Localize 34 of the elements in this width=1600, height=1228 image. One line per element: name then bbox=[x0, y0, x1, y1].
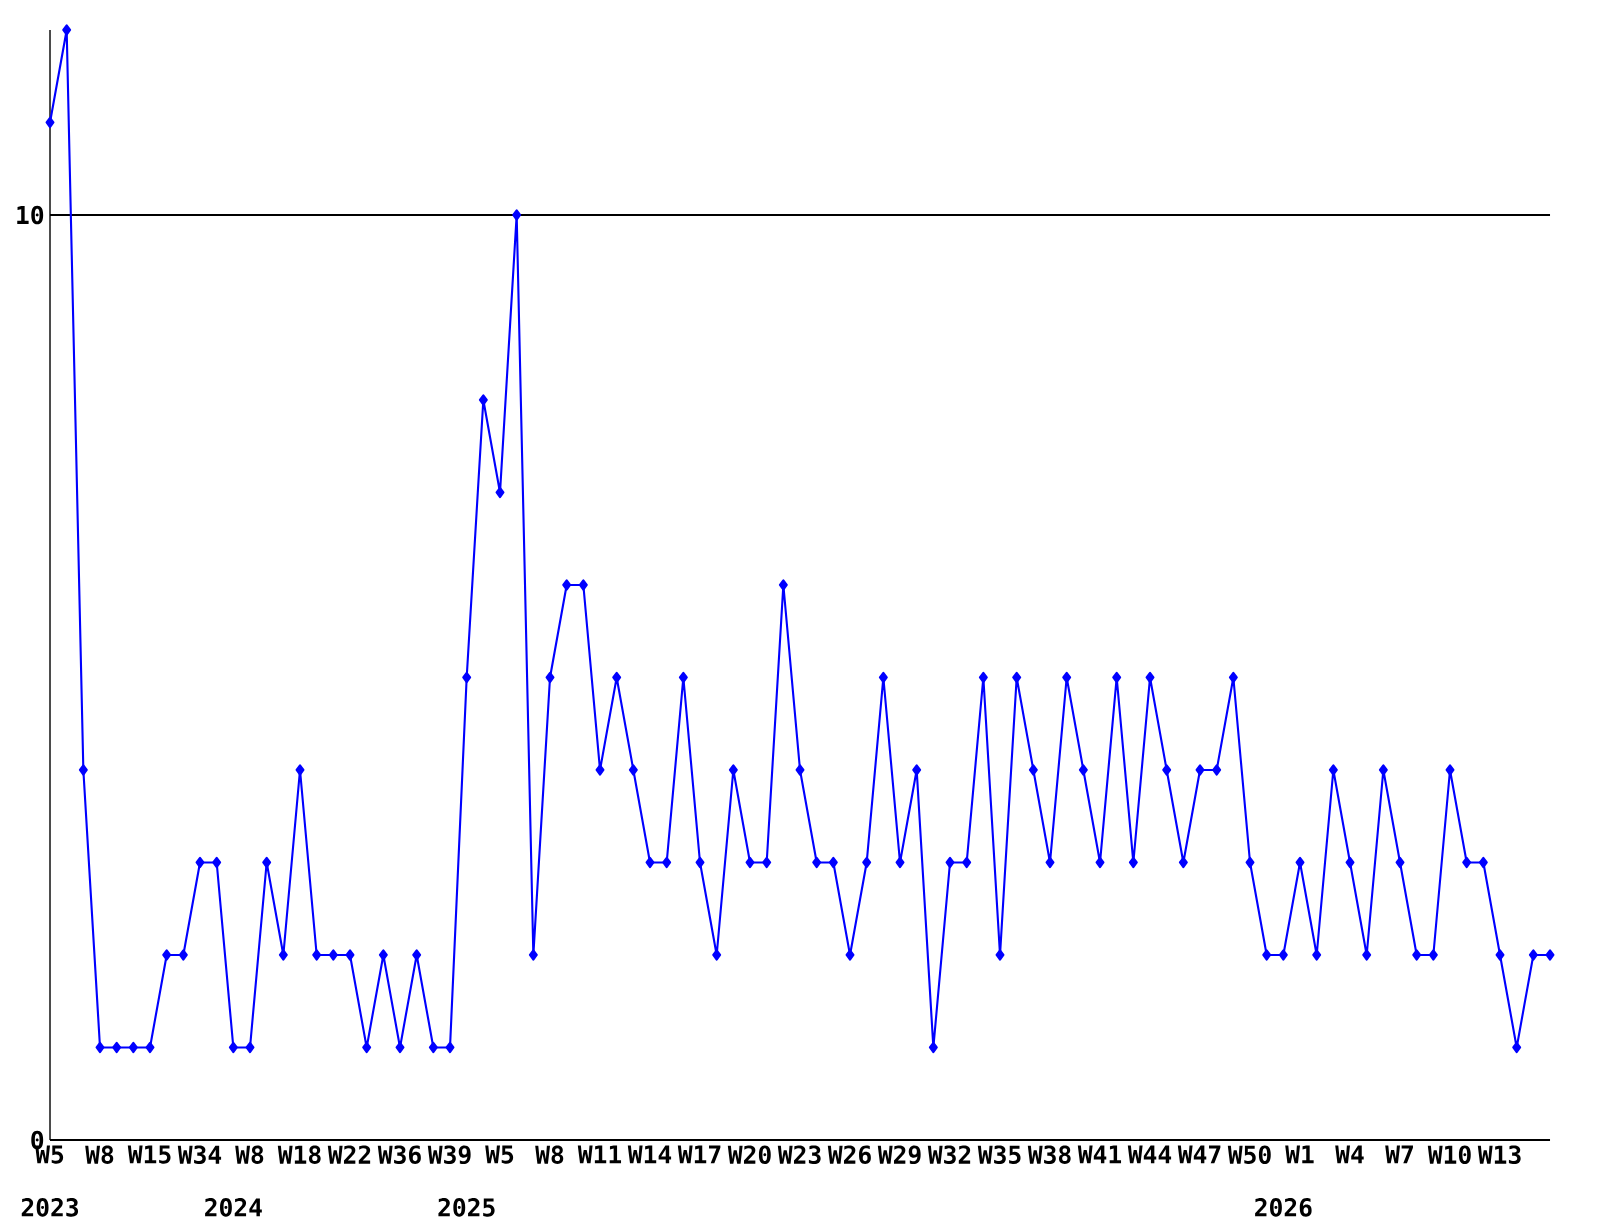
x-tick-label: W4 bbox=[1335, 1145, 1364, 1164]
x-tick-label: W50 bbox=[1227, 1145, 1271, 1164]
x-tick-label: W38 bbox=[1027, 1145, 1071, 1164]
text: 2023 bbox=[21, 1197, 79, 1217]
x-tick-label: W14 bbox=[627, 1145, 672, 1164]
x-tick-label: W26 bbox=[827, 1145, 871, 1164]
x-tick-label: W41 bbox=[1077, 1145, 1122, 1164]
x-tick-label: W17 bbox=[677, 1145, 721, 1164]
x-tick-label: W29 bbox=[877, 1145, 921, 1164]
x-tick-label: W1 bbox=[1285, 1145, 1314, 1164]
x-tick-label: W36 bbox=[377, 1145, 421, 1164]
y-tick-label: 10 bbox=[17, 205, 44, 225]
x-tick-label: W44 bbox=[1127, 1145, 1172, 1164]
x-tick-label: W10 bbox=[1427, 1145, 1471, 1164]
x-tick-label: W39 bbox=[427, 1145, 471, 1164]
x-tick-label: W34 bbox=[177, 1145, 222, 1164]
x-tick-label: W7 bbox=[1385, 1145, 1413, 1164]
text: 2024 bbox=[205, 1197, 262, 1217]
text: 2026 bbox=[1255, 1197, 1312, 1217]
x-tick-label: W47 bbox=[1177, 1145, 1221, 1164]
text: 2025 bbox=[438, 1197, 495, 1217]
x-tick-label: W15 bbox=[127, 1145, 171, 1164]
x-tick-label: W11 bbox=[577, 1145, 622, 1164]
x-tick-label: W8 bbox=[85, 1145, 114, 1164]
x-tick-label: W22 bbox=[327, 1145, 371, 1164]
x-tick-label: W32 bbox=[927, 1145, 971, 1164]
x-tick-label: W23 bbox=[777, 1145, 821, 1164]
x-tick-label: W18 bbox=[277, 1145, 321, 1164]
x-tick-label: W8 bbox=[235, 1145, 264, 1164]
x-tick-label: W5 bbox=[485, 1145, 514, 1164]
x-tick-label: W8 bbox=[535, 1145, 564, 1164]
x-tick-label: W20 bbox=[727, 1145, 771, 1164]
x-tick-label: W13 bbox=[1477, 1145, 1521, 1164]
x-tick-label: W35 bbox=[977, 1145, 1021, 1164]
